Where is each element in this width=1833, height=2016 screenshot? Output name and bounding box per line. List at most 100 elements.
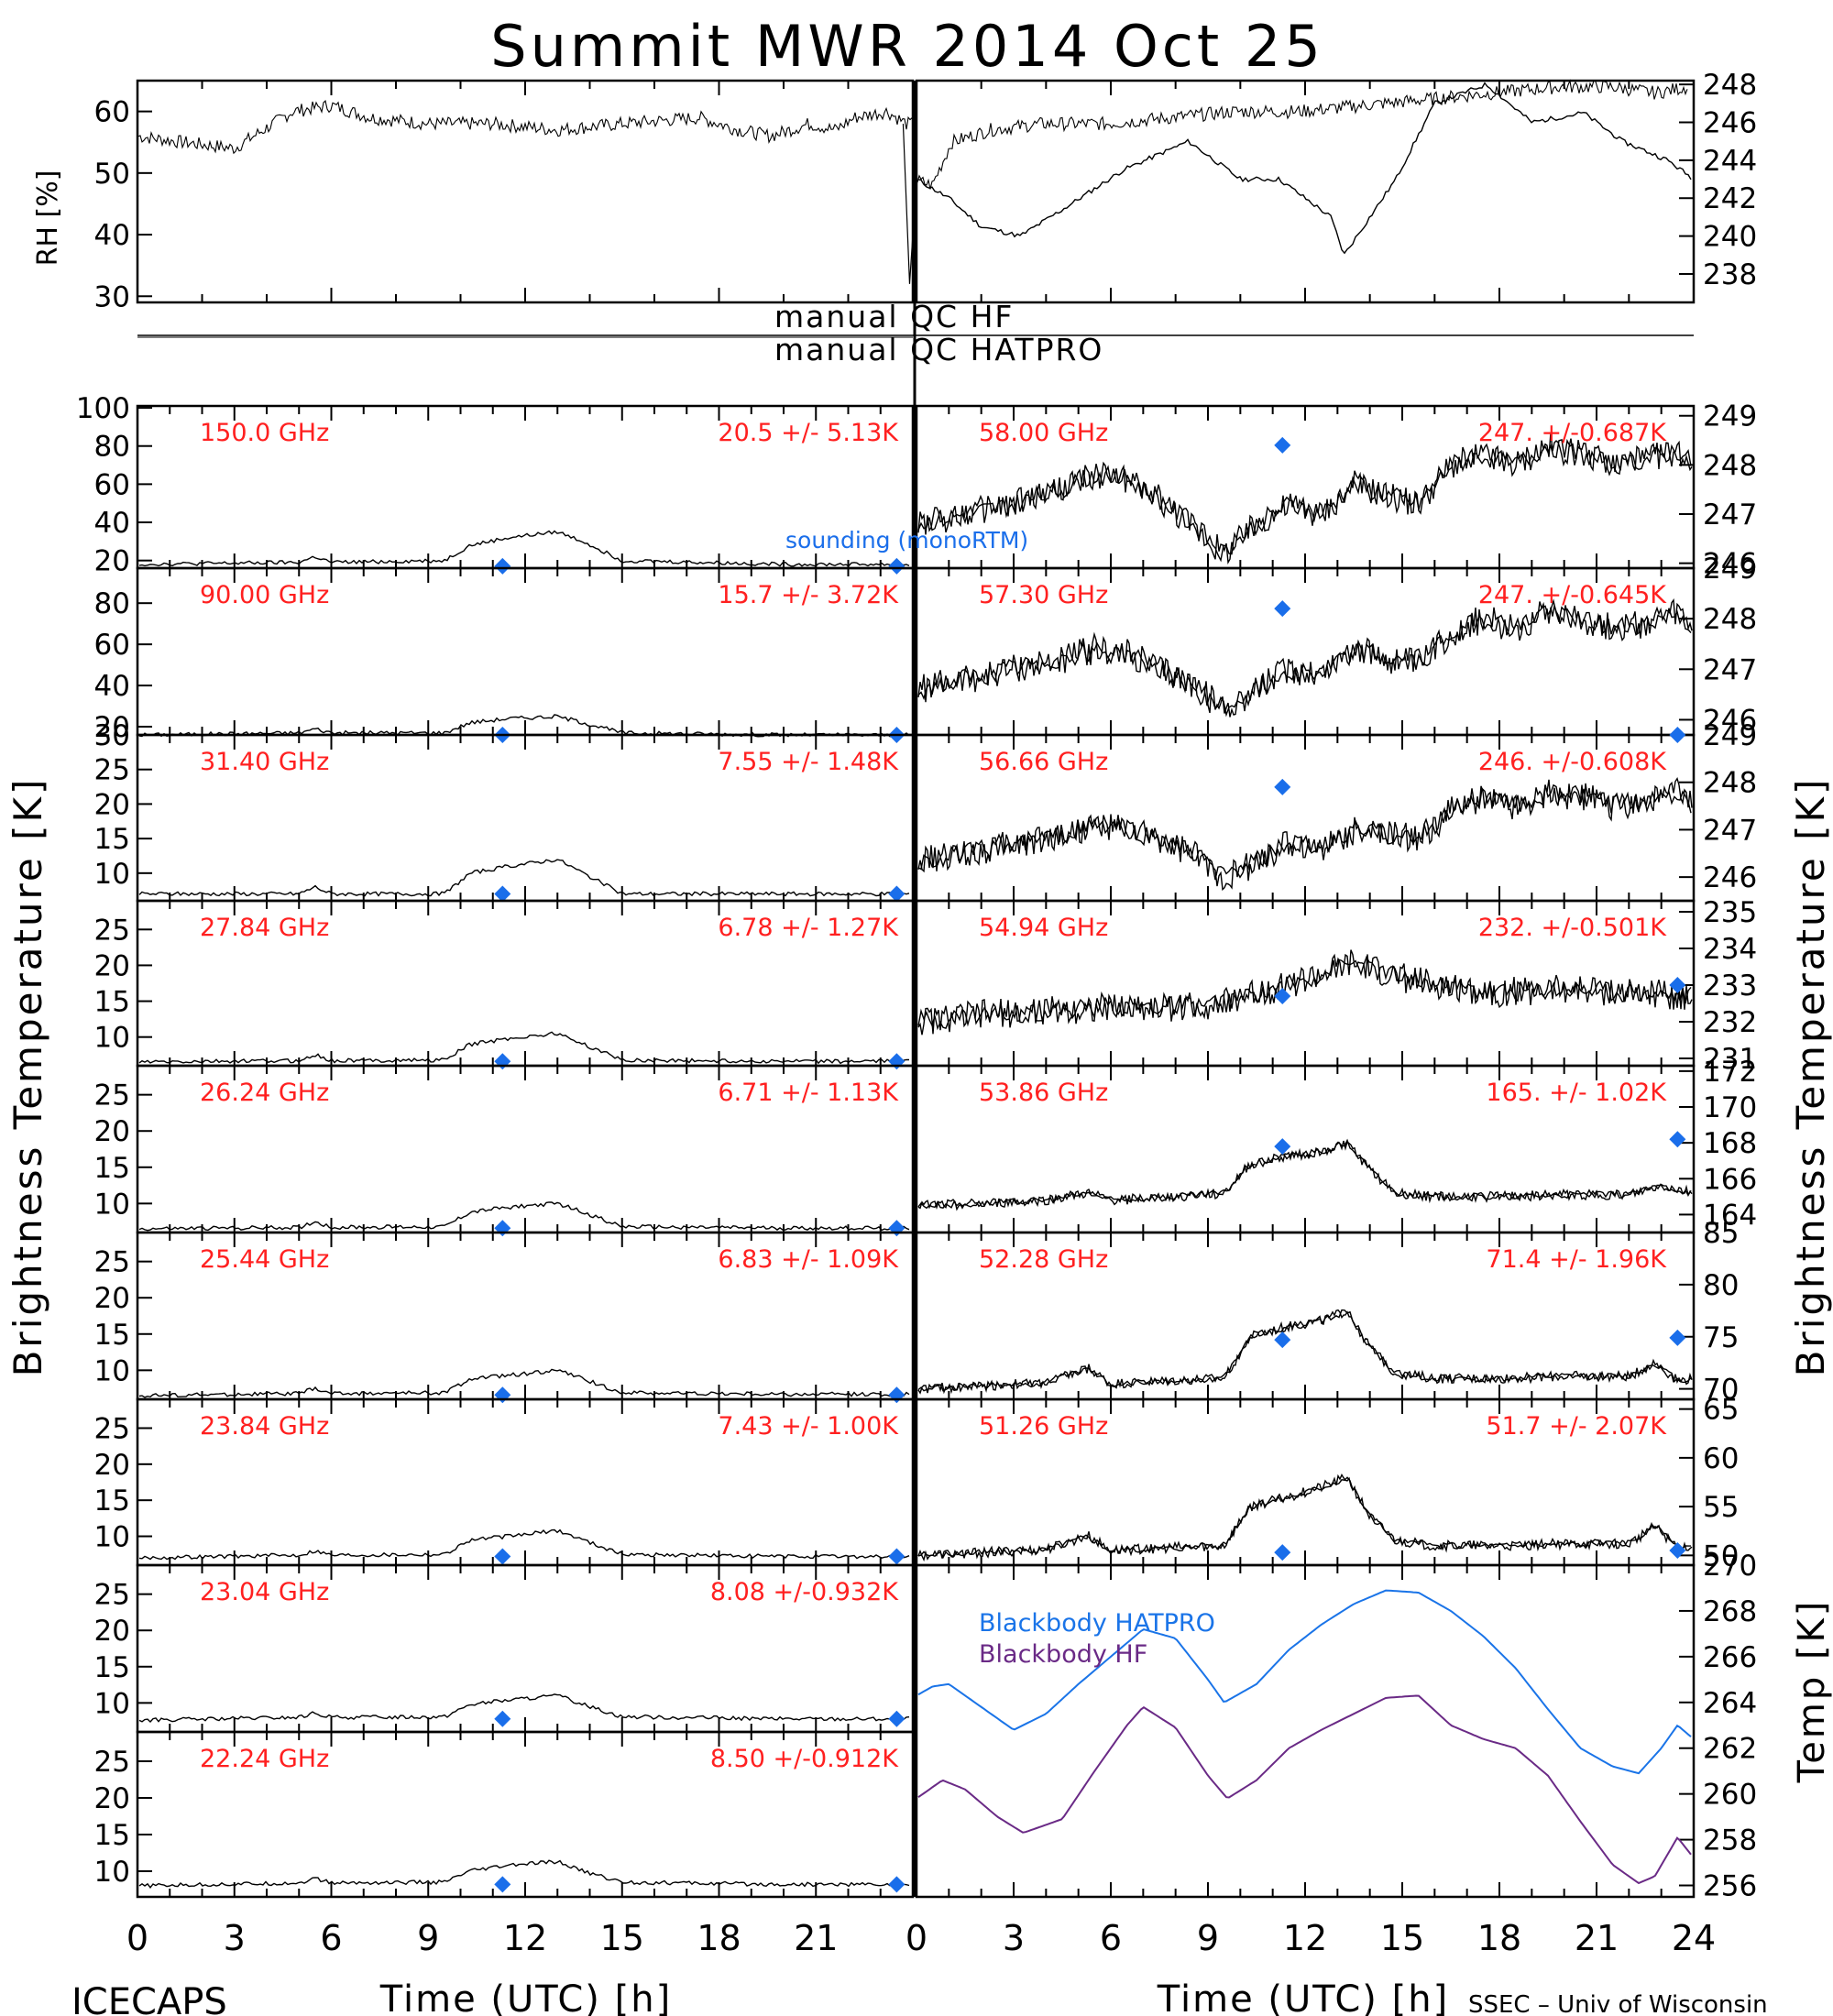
sounding-point <box>888 1876 906 1893</box>
x-tick-label: 9 <box>417 1918 439 1958</box>
sounding-point <box>494 1053 511 1070</box>
y-tick-label: 248 <box>1703 449 1757 482</box>
sounding-point <box>1274 600 1291 618</box>
series-hp-5730 <box>917 597 1693 718</box>
sounding-point <box>888 1548 906 1565</box>
series-hf-150 <box>138 530 910 567</box>
stats-label: 165. +/- 1.02K <box>1486 1079 1667 1107</box>
sounding-point <box>1274 988 1291 1004</box>
y-tick-label: 244 <box>1703 145 1757 178</box>
stats-label: 247. +/-0.645K <box>1478 581 1667 609</box>
y-tick-label: 50 <box>1703 1539 1739 1572</box>
sounding-point <box>888 1386 906 1404</box>
y-tick-label: 248 <box>1703 767 1757 800</box>
freq-label: 56.66 GHz <box>979 748 1108 776</box>
y-tick-label: 20 <box>94 788 130 821</box>
y-tick-label: 249 <box>1703 553 1757 586</box>
y-tick-label: 170 <box>1703 1091 1757 1124</box>
stats-label: 6.78 +/- 1.27K <box>718 914 899 942</box>
sounding-point <box>494 1876 511 1893</box>
sounding-label: sounding (monoRTM) <box>785 527 1028 553</box>
y-tick-label: 25 <box>94 1412 130 1445</box>
series-hf-2384 <box>138 1528 910 1561</box>
freq-label: 51.26 GHz <box>979 1412 1108 1441</box>
y-tick-label: 10 <box>94 1521 130 1554</box>
panel-hp-5800: 246 247 248 249 58.00 GHz 247. +/-0.687K <box>915 400 1757 581</box>
y-tick-label: 100 <box>76 392 130 425</box>
series-hf-2224 <box>138 1859 910 1889</box>
series-hp-5228 <box>917 1309 1693 1395</box>
panel-rh: 30 40 50 60 RH [%] <box>32 79 1688 313</box>
y-tick-label: 20 <box>94 949 130 982</box>
x-tick-label: 0 <box>126 1918 148 1958</box>
panel-hf-150: 20 40 60 80 100 150.0 GHz 20.5 +/- 5.13K <box>76 392 915 578</box>
series-hp-5730 <box>917 598 1692 718</box>
series-hp-5228 <box>917 1309 1692 1392</box>
sounding-point <box>1274 1544 1291 1561</box>
series-hp-5494 <box>917 955 1692 1031</box>
series-hp-5386 <box>917 1140 1693 1211</box>
sounding-point <box>1274 436 1291 454</box>
x-tick-label: 15 <box>1380 1918 1424 1958</box>
y-tick-label: 238 <box>1703 258 1757 291</box>
y-tick-label: 80 <box>1703 1269 1739 1302</box>
x-tick-label: 24 <box>1672 1918 1716 1958</box>
y-tick-label: 240 <box>1703 221 1757 254</box>
freq-label: 52.28 GHz <box>979 1245 1108 1274</box>
stats-label: 8.08 +/-0.932K <box>710 1578 899 1606</box>
freq-label: 25.44 GHz <box>200 1245 329 1274</box>
flag-hatpro-label: manual QC HATPRO <box>774 332 1103 367</box>
sounding-point <box>494 557 511 575</box>
sounding-point <box>494 1220 511 1237</box>
sounding-point <box>1274 1138 1291 1156</box>
x-tick-label: 21 <box>1575 1918 1619 1958</box>
y-tick-label: 248 <box>1703 603 1757 636</box>
y-tick-label: 264 <box>1703 1687 1757 1720</box>
y-tick-label: 80 <box>94 587 130 620</box>
panel-hf-90: 20 40 60 80 90.00 GHz 15.7 +/- 3.72K <box>94 566 915 744</box>
y-tick-label: 246 <box>1703 107 1757 140</box>
y-tick-label: 25 <box>94 914 130 947</box>
y-tick-label: 246 <box>1703 548 1757 581</box>
y-tick-label: 40 <box>94 219 130 252</box>
sounding-point <box>888 1053 906 1070</box>
y-tick-label: 166 <box>1703 1163 1757 1196</box>
panel-frame <box>136 79 915 304</box>
series-hp-5666 <box>917 777 1693 892</box>
y-tick-label: 40 <box>94 507 130 540</box>
x-tick-label: 3 <box>224 1918 246 1958</box>
y-tick-label: 247 <box>1703 814 1757 847</box>
series-hp-5126 <box>917 1476 1691 1560</box>
legend-bb-hf: Blackbody HF <box>979 1640 1147 1669</box>
series-hp-5126 <box>917 1474 1693 1562</box>
stats-label: 20.5 +/- 5.13K <box>718 419 899 447</box>
y-tick-label: 60 <box>94 629 130 662</box>
freq-label: 23.04 GHz <box>200 1578 329 1606</box>
y-tick-label: 15 <box>94 1152 130 1185</box>
sounding-point <box>888 885 906 903</box>
y-tick-label: 15 <box>94 986 130 1019</box>
series-hf-2624 <box>138 1201 910 1232</box>
y-tick-label: 231 <box>1703 1043 1757 1076</box>
y-tick-label: 234 <box>1703 933 1757 966</box>
series-temp <box>917 82 1692 255</box>
freq-label: 150.0 GHz <box>200 419 329 447</box>
panel-hp-5666: 246 247 248 249 56.66 GHz 246. +/-0.608K <box>915 719 1757 903</box>
y-tick-label: 10 <box>94 1188 130 1221</box>
y-tick-label: 266 <box>1703 1641 1757 1674</box>
y-tick-label: 80 <box>94 431 130 464</box>
y-tick-label: 233 <box>1703 970 1757 1003</box>
freq-label: 53.86 GHz <box>979 1079 1108 1107</box>
freq-label: 31.40 GHz <box>200 748 329 776</box>
y-tick-label: 232 <box>1703 1006 1757 1039</box>
y-tick-label: 75 <box>1703 1321 1739 1354</box>
x-tick-label: 15 <box>600 1918 644 1958</box>
freq-label: 27.84 GHz <box>200 914 329 942</box>
y-axis-label-left: Brightness Temperature [K] <box>5 777 50 1377</box>
stats-label: 51.7 +/- 2.07K <box>1486 1412 1667 1441</box>
y-tick-label: 10 <box>94 1022 130 1055</box>
freq-label: 90.00 GHz <box>200 581 329 609</box>
